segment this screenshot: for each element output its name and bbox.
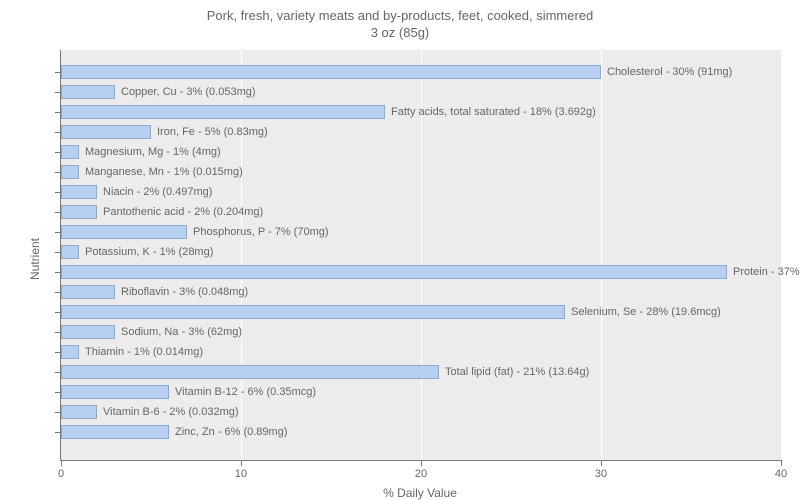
x-tick [781, 460, 782, 466]
y-axis-title: Nutrient [28, 238, 42, 280]
nutrient-bar [61, 245, 79, 259]
nutrient-bar-label: Riboflavin - 3% (0.048mg) [121, 285, 248, 299]
plot-area: 010203040Cholesterol - 30% (91mg)Copper,… [60, 50, 781, 461]
nutrient-bar-label: Total lipid (fat) - 21% (13.64g) [445, 365, 589, 379]
nutrient-bar [61, 185, 97, 199]
nutrient-bar-label: Selenium, Se - 28% (19.6mcg) [571, 305, 721, 319]
nutrient-bar [61, 345, 79, 359]
nutrient-bar [61, 325, 115, 339]
nutrient-bar-label: Manganese, Mn - 1% (0.015mg) [85, 165, 243, 179]
nutrient-bar-label: Fatty acids, total saturated - 18% (3.69… [391, 105, 596, 119]
nutrient-bar [61, 105, 385, 119]
nutrient-bar [61, 365, 439, 379]
nutrient-bar-label: Magnesium, Mg - 1% (4mg) [85, 145, 221, 159]
nutrient-bar [61, 165, 79, 179]
chart-region: 010203040Cholesterol - 30% (91mg)Copper,… [60, 50, 780, 460]
nutrient-bar [61, 65, 601, 79]
nutrient-bar-label: Vitamin B-6 - 2% (0.032mg) [103, 405, 239, 419]
nutrient-bar [61, 305, 565, 319]
nutrient-bar [61, 145, 79, 159]
x-tick [241, 460, 242, 466]
chart-title-line1: Pork, fresh, variety meats and by-produc… [207, 8, 594, 23]
nutrient-bar [61, 85, 115, 99]
nutrient-bar [61, 265, 727, 279]
x-tick [601, 460, 602, 466]
x-tick-label: 0 [58, 468, 64, 480]
nutrient-bar [61, 425, 169, 439]
nutrient-bar-label: Protein - 37% (18.65g) [733, 265, 800, 279]
x-tick-label: 30 [595, 468, 607, 480]
x-tick-label: 10 [235, 468, 247, 480]
nutrient-bar-label: Iron, Fe - 5% (0.83mg) [157, 125, 268, 139]
nutrient-bar-label: Vitamin B-12 - 6% (0.35mcg) [175, 385, 316, 399]
nutrient-bar-label: Copper, Cu - 3% (0.053mg) [121, 85, 256, 99]
nutrient-bar-label: Sodium, Na - 3% (62mg) [121, 325, 242, 339]
chart-title-line2: 3 oz (85g) [371, 25, 430, 40]
nutrient-bar [61, 405, 97, 419]
nutrient-bar [61, 125, 151, 139]
nutrient-bar-label: Niacin - 2% (0.497mg) [103, 185, 212, 199]
x-tick-label: 40 [775, 468, 787, 480]
nutrient-bar-label: Pantothenic acid - 2% (0.204mg) [103, 205, 263, 219]
x-tick [421, 460, 422, 466]
nutrient-bar [61, 205, 97, 219]
nutrient-bar-label: Potassium, K - 1% (28mg) [85, 245, 213, 259]
nutrient-bar-label: Thiamin - 1% (0.014mg) [85, 345, 203, 359]
nutrient-bar [61, 225, 187, 239]
nutrient-bar [61, 385, 169, 399]
x-tick-label: 20 [415, 468, 427, 480]
nutrient-bar-label: Zinc, Zn - 6% (0.89mg) [175, 425, 287, 439]
x-tick [61, 460, 62, 466]
chart-title: Pork, fresh, variety meats and by-produc… [0, 0, 800, 42]
nutrient-bar [61, 285, 115, 299]
gridline [601, 50, 602, 460]
nutrient-bar-label: Phosphorus, P - 7% (70mg) [193, 225, 329, 239]
gridline [781, 50, 782, 460]
nutrient-bar-label: Cholesterol - 30% (91mg) [607, 65, 732, 79]
x-axis-title: % Daily Value [383, 486, 457, 500]
